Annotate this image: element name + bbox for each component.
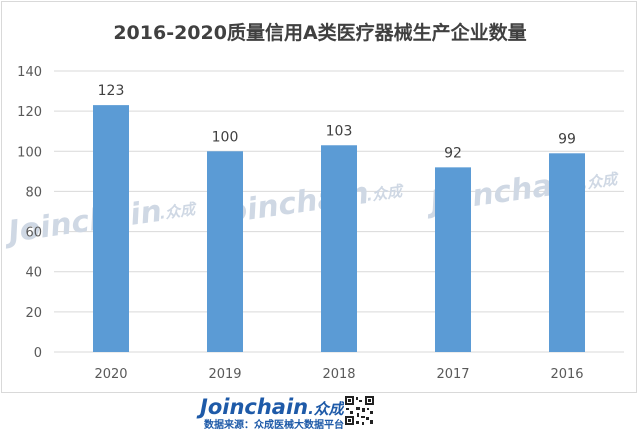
qr-code-icon [344,395,375,426]
bar-2020 [93,105,129,352]
data-label-2017: 92 [444,145,462,161]
footer: Joinchain.众成 数据来源：众成医械大数据平台 [0,394,640,431]
y-tick-label-80: 80 [25,185,42,200]
x-tick-label-2017: 2017 [436,367,469,382]
watermark-cn-text: .众成 [158,200,199,223]
y-tick-label-120: 120 [17,105,42,120]
chart-frame: 2016-2020质量信用A类医疗器械生产企业数量 Joinchain .众成 Jo… [1,1,637,393]
footer-logo-cn: .众成 [308,400,344,418]
data-label-2020: 123 [98,83,125,99]
x-tick-label-2019: 2019 [208,367,241,382]
bar-2016 [549,153,585,352]
footer-logo: Joinchain.众成 [200,395,344,419]
bar-layer [93,105,585,352]
y-tick-label-40: 40 [25,266,42,281]
data-label-2018: 103 [326,123,353,139]
label-layer: 0 20 40 60 80 100 120 140 123 2020 100 2019 103 2018 9… [17,65,583,382]
y-tick-label-0: 0 [34,346,42,361]
footer-logo-text: Joinchain [200,395,309,419]
watermark-cn-text: .众成 [365,182,406,205]
x-tick-label-2018: 2018 [322,367,355,382]
x-tick-label-2020: 2020 [94,367,127,382]
x-tick-label-2016: 2016 [550,367,583,382]
data-label-2016: 99 [558,131,576,147]
bar-2018 [321,145,357,352]
y-tick-label-140: 140 [17,65,42,80]
bar-2019 [207,151,243,352]
y-tick-label-100: 100 [17,145,42,160]
watermark-cn-text: .众成 [580,170,621,193]
watermark-text: Joinchain [2,194,164,251]
bar-chart: 2016-2020质量信用A类医疗器械生产企业数量 Joinchain.众成 Jo… [2,21,624,382]
data-label-2019: 100 [212,129,239,145]
y-tick-label-20: 20 [25,306,42,321]
bar-2017 [435,167,471,352]
y-tick-label-60: 60 [25,226,42,241]
chart-title: 2016-2020质量信用A类医疗器械生产企业数量 [113,21,526,44]
footer-source: 数据来源：众成医械大数据平台 [204,420,344,431]
